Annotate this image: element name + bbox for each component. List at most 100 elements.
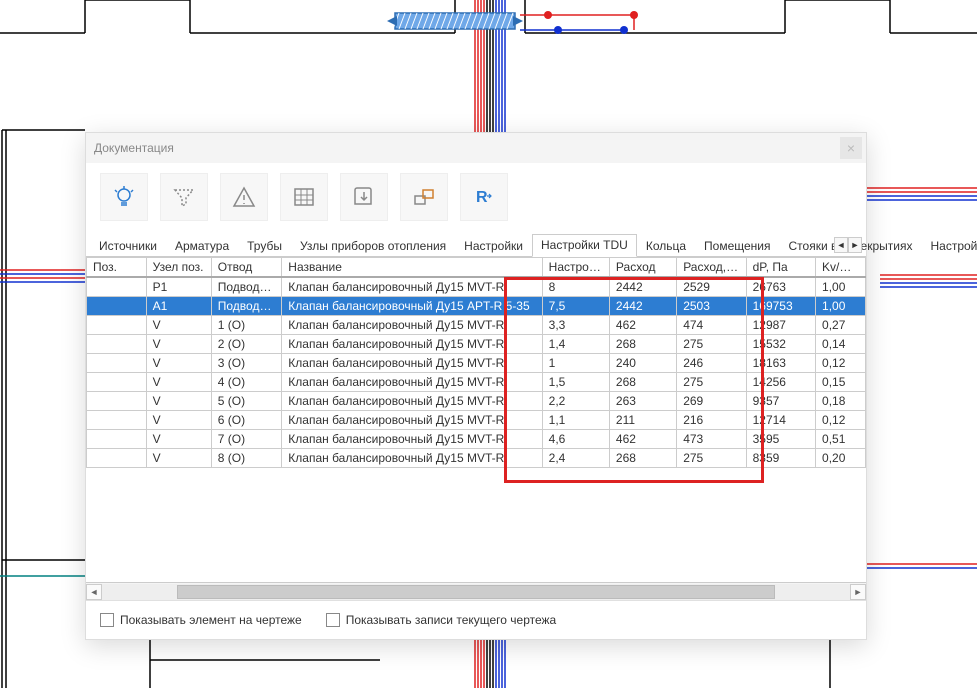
tab-1[interactable]: Арматура [166,235,238,257]
table-row[interactable]: A1Подводка...Клапан балансировочный Ду15… [87,297,866,316]
svg-text:R: R [476,189,488,206]
dialog-title: Документация [94,141,174,155]
cell-branch: 8 (O) [211,449,282,468]
link-icon-button[interactable] [400,173,448,221]
cell-node: V [146,392,211,411]
warn-icon [231,184,257,210]
tab-7[interactable]: Помещения [695,235,779,257]
cell-kv: 1,00 [816,297,866,316]
table-row[interactable]: V8 (O)Клапан балансировочный Ду15 MVT-R2… [87,449,866,468]
col-node[interactable]: Узел поз. [146,258,211,278]
table-row[interactable]: P1Подводка...Клапан балансировочный Ду15… [87,277,866,297]
table-row[interactable]: V3 (O)Клапан балансировочный Ду15 MVT-R1… [87,354,866,373]
table-row[interactable]: V2 (O)Клапан балансировочный Ду15 MVT-R1… [87,335,866,354]
scroll-track[interactable] [102,584,850,600]
cell-kv: 0,20 [816,449,866,468]
cell-kv: 0,27 [816,316,866,335]
cell-kv: 0,12 [816,411,866,430]
show-element-checkbox[interactable]: Показывать элемент на чертеже [100,613,302,627]
cell-flow: 268 [609,449,676,468]
scroll-thumb[interactable] [177,585,775,599]
revit-icon-button[interactable]: R [460,173,508,221]
tab-5[interactable]: Настройки TDU [532,234,637,257]
cell-kv: 1,00 [816,277,866,297]
table-row[interactable]: V6 (O)Клапан балансировочный Ду15 MVT-R1… [87,411,866,430]
warn-icon-button[interactable] [220,173,268,221]
cell-branch: 6 (O) [211,411,282,430]
cell-branch: 4 (O) [211,373,282,392]
tabs-row: ИсточникиАрматураТрубыУзлы приборов отоп… [86,235,866,257]
cell-name: Клапан балансировочный Ду15 MVT-R [282,335,542,354]
col-pos[interactable]: Поз. [87,258,147,278]
cell-dp: 15532 [746,335,815,354]
close-button[interactable]: × [840,137,862,159]
scroll-right-arrow[interactable]: ► [850,584,866,600]
tab-3[interactable]: Узлы приборов отопления [291,235,455,257]
cell-dp: 12714 [746,411,815,430]
revit-icon: R [471,184,497,210]
tab-nav: ◄ ► [834,237,862,253]
tab-2[interactable]: Трубы [238,235,291,257]
cell-pos [87,430,147,449]
table-row[interactable]: V5 (O)Клапан балансировочный Ду15 MVT-R2… [87,392,866,411]
export-icon-button[interactable] [340,173,388,221]
documentation-dialog: Документация × R ИсточникиАрматураТрубыУ… [85,132,867,640]
tab-nav-right[interactable]: ► [848,237,862,253]
cell-flow_lh: 246 [677,354,746,373]
cell-node: V [146,354,211,373]
cell-flow: 211 [609,411,676,430]
cell-flow_lh: 474 [677,316,746,335]
filter-icon-button[interactable] [160,173,208,221]
cell-name: Клапан балансировочный Ду15 MVT-R [282,411,542,430]
cell-setting: 1,4 [542,335,609,354]
tab-4[interactable]: Настройки [455,235,532,257]
scroll-left-arrow[interactable]: ◄ [86,584,102,600]
col-branch[interactable]: Отвод [211,258,282,278]
cell-node: V [146,373,211,392]
horizontal-scrollbar[interactable]: ◄ ► [86,582,866,600]
show-records-checkbox[interactable]: Показывать записи текущего чертежа [326,613,557,627]
cell-flow_lh: 2529 [677,277,746,297]
cell-setting: 1,1 [542,411,609,430]
cell-node: V [146,411,211,430]
tab-0[interactable]: Источники [90,235,166,257]
cell-kv: 0,18 [816,392,866,411]
table-wrap: Поз.Узел поз.ОтводНазваниеНастройкаРасхо… [86,257,866,582]
cell-dp: 26763 [746,277,815,297]
cell-kv: 0,14 [816,335,866,354]
cell-dp: 9357 [746,392,815,411]
col-flow_lh[interactable]: Расход, л/ч [677,258,746,278]
col-setting[interactable]: Настройка [542,258,609,278]
cell-setting: 8 [542,277,609,297]
link-icon [411,184,437,210]
cell-flow: 268 [609,335,676,354]
cell-flow: 2442 [609,277,676,297]
col-flow[interactable]: Расход [609,258,676,278]
cell-branch: 7 (O) [211,430,282,449]
grid-icon-button[interactable] [280,173,328,221]
filter-icon [171,184,197,210]
bulb-icon-button[interactable] [100,173,148,221]
cell-node: V [146,335,211,354]
table-row[interactable]: V7 (O)Клапан балансировочный Ду15 MVT-R4… [87,430,866,449]
cell-pos [87,411,147,430]
cell-branch: 1 (O) [211,316,282,335]
cell-dp: 8359 [746,449,815,468]
table-row[interactable]: V4 (O)Клапан балансировочный Ду15 MVT-R1… [87,373,866,392]
cell-flow_lh: 275 [677,373,746,392]
cell-pos [87,449,147,468]
col-dp[interactable]: dP, Па [746,258,815,278]
dialog-header: Документация × [86,133,866,163]
col-kv[interactable]: Kv/Kvs [816,258,866,278]
tab-nav-left[interactable]: ◄ [834,237,848,253]
cell-name: Клапан балансировочный Ду15 MVT-R [282,449,542,468]
table-row[interactable]: V1 (O)Клапан балансировочный Ду15 MVT-R3… [87,316,866,335]
close-icon: × [847,140,855,156]
tab-9[interactable]: Настройк [921,235,977,257]
cell-flow: 462 [609,430,676,449]
cell-dp: 3595 [746,430,815,449]
cell-dp: 18163 [746,354,815,373]
col-name[interactable]: Название [282,258,542,278]
tab-6[interactable]: Кольца [637,235,695,257]
cell-dp: 12987 [746,316,815,335]
